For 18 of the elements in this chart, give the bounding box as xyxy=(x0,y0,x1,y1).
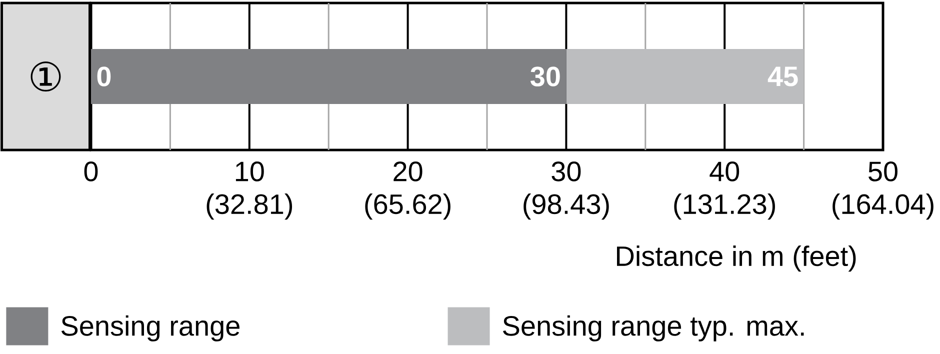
x-axis-title: Distance in m (feet) xyxy=(617,246,856,272)
x-tick-label: 40 xyxy=(710,162,740,182)
annotation: 45 xyxy=(768,66,798,86)
x2-tick-label: (131.23) xyxy=(674,194,775,220)
x-tick-label: 50 xyxy=(868,162,898,182)
x2-tick-label: (65.62) xyxy=(365,194,450,220)
x-tick-label: 0 xyxy=(84,162,98,182)
annotation: 30 xyxy=(530,66,560,86)
legend-label: Sensing range typ. max. xyxy=(503,315,804,342)
annotation: 0 xyxy=(97,66,111,86)
y-tick-label: ① xyxy=(30,62,61,92)
x2-tick-label: (164.04) xyxy=(832,194,934,220)
x2-tick-label: (32.81) xyxy=(206,194,292,220)
x-tick-label: 10 xyxy=(236,162,264,182)
x2-tick-label: (98.43) xyxy=(524,194,609,220)
legend-label: Sensing range xyxy=(61,315,240,342)
x-tick-label: 30 xyxy=(552,162,581,182)
x-tick-label: 20 xyxy=(394,162,422,182)
